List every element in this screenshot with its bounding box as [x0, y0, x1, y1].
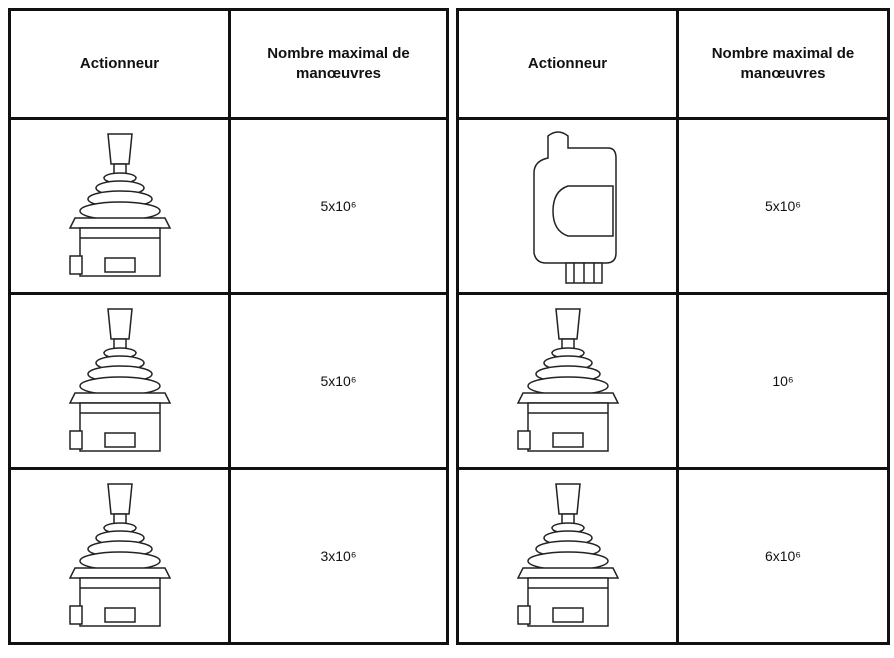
- header-cell: Actionneur: [456, 8, 679, 120]
- value-cell: 5x10⁶: [228, 117, 449, 295]
- image-cell: [456, 292, 679, 470]
- actuator-icon: [532, 131, 617, 284]
- header-cell: Nombre maximal de manœuvres: [228, 8, 449, 120]
- actuator-icon: [516, 483, 619, 627]
- actuator-icon: [68, 308, 171, 452]
- header-cell: Actionneur: [8, 8, 231, 120]
- value-cell: 10⁶: [676, 292, 890, 470]
- image-cell: [456, 117, 679, 295]
- value-cell: 3x10⁶: [228, 467, 449, 645]
- row: 6x10⁶: [456, 467, 890, 645]
- row: 5x10⁶: [8, 117, 449, 295]
- row: 5x10⁶: [8, 292, 449, 470]
- table: Actionneur Nombre maximal de manœuvres 5x1…: [8, 8, 449, 645]
- header-row: Actionneur Nombre maximal de manœuvres: [456, 8, 890, 120]
- row: 3x10⁶: [8, 467, 449, 645]
- actuator-icon: [68, 483, 171, 627]
- actuator-icon: [516, 308, 619, 452]
- image-cell: [456, 467, 679, 645]
- value-cell: 5x10⁶: [228, 292, 449, 470]
- header-cell: Nombre maximal de manœuvres: [676, 8, 890, 120]
- value-cell: 6x10⁶: [676, 467, 890, 645]
- row: 10⁶: [456, 292, 890, 470]
- image-cell: [8, 117, 231, 295]
- image-cell: [8, 292, 231, 470]
- table: Actionneur Nombre maximal de manœuvres 5x1…: [456, 8, 890, 645]
- value-cell: 5x10⁶: [676, 117, 890, 295]
- header-row: Actionneur Nombre maximal de manœuvres: [8, 8, 449, 120]
- actuator-icon: [68, 133, 171, 277]
- row: 5x10⁶: [456, 117, 890, 295]
- image-cell: [8, 467, 231, 645]
